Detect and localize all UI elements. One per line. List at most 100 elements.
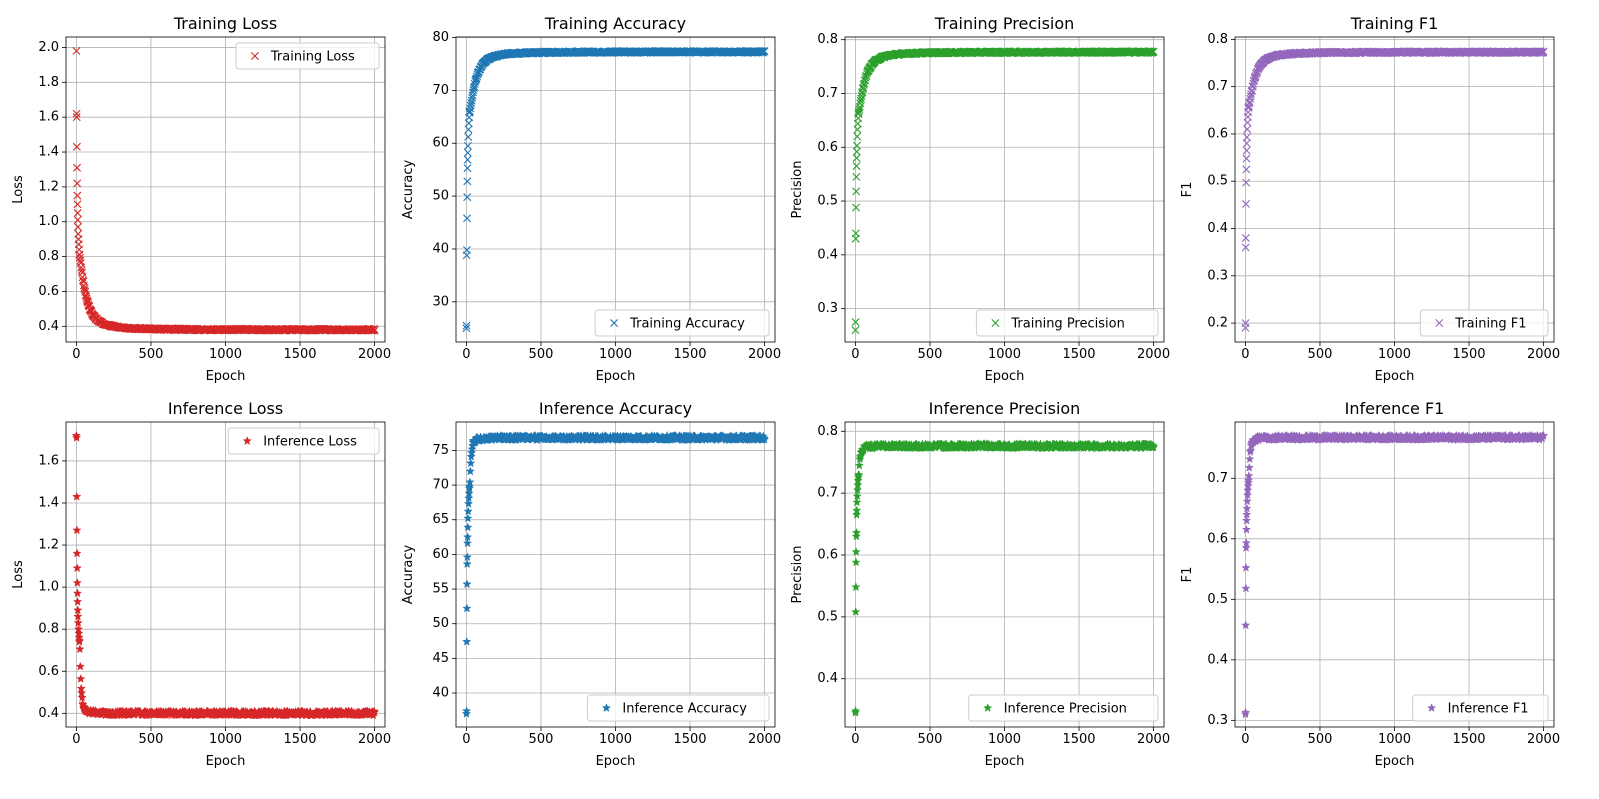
data-point [72,46,81,55]
data-point [73,209,82,218]
legend-marker [250,52,259,60]
y-tick-label: 40 [432,686,449,701]
y-tick-label: 1.8 [38,75,59,90]
data-point [463,506,473,516]
data-point [72,548,82,558]
data-point [476,65,485,74]
x-tick-label: 0 [851,347,859,362]
data-point [463,148,472,157]
y-axis-label: Loss [11,560,26,589]
data-point [462,321,471,330]
x-tick-label: 500 [918,732,943,747]
x-tick-label: 500 [529,347,554,362]
y-tick-label: 1.4 [38,145,59,160]
data-point [72,563,82,573]
data-point [462,538,473,548]
y-tick-label: 0.8 [1207,32,1228,47]
x-tick-label: 0 [72,732,80,747]
chart-inference-accuracy: 0 500 1000 1500 20004045505560657075Inferenc… [401,399,781,769]
y-tick-label: 1.6 [38,453,59,468]
x-tick-label: 500 [529,732,554,747]
legend: Training F1 [1419,309,1549,337]
data-point [462,559,472,569]
data-point [852,162,861,171]
data-point [852,154,861,163]
data-point [852,203,861,212]
data-point [1241,233,1250,242]
data-point [463,522,473,532]
y-tick-label: 55 [432,582,449,597]
data-point [463,177,472,186]
legend: Inference Loss [227,427,380,455]
y-tick-label: 0.5 [817,609,838,624]
data-point [72,588,83,598]
y-tick-label: 0.4 [38,706,59,721]
y-tick-label: 0.3 [1207,268,1228,283]
legend-label: Training Accuracy [629,317,745,332]
y-axis-label: Accuracy [401,545,416,605]
y-tick-label: 65 [432,512,449,527]
y-tick-label: 70 [432,478,449,493]
data-point [77,266,86,275]
x-tick-label: 1500 [283,347,316,362]
data-point [852,172,861,181]
x-tick-label: 2000 [358,732,391,747]
data-point [1242,133,1251,142]
data-point [72,142,81,151]
data-point [851,582,861,592]
data-point [75,644,85,654]
y-tick-label: 0.6 [817,140,838,155]
x-tick-label: 2000 [358,347,391,362]
y-tick-label: 60 [432,547,449,562]
x-axis-label: Epoch [1375,369,1415,384]
data-point [466,101,475,110]
x-tick-label: 0 [1241,347,1249,362]
data-point [852,141,861,150]
legend-label: Training F1 [1454,317,1526,332]
x-tick-label: 1000 [988,732,1021,747]
y-tick-label: 0.4 [817,671,838,686]
x-tick-label: 1500 [283,732,316,747]
y-tick-label: 2.0 [38,40,59,55]
data-point [463,513,473,523]
y-tick-label: 50 [432,616,449,631]
plot-frame [65,36,386,343]
x-tick-label: 1500 [673,732,706,747]
x-tick-label: 1500 [1452,347,1485,362]
y-tick-label: 1.0 [38,214,59,229]
data-point [853,132,862,141]
x-axis-label: Epoch [596,369,636,384]
x-tick-label: 500 [139,732,164,747]
y-tick-label: 70 [432,83,449,98]
y-axis-label: F1 [1180,182,1195,198]
y-tick-label: 0.8 [817,32,838,47]
x-tick-label: 500 [139,347,164,362]
data-point [75,661,85,671]
x-tick-label: 1000 [599,732,632,747]
y-tick-label: 0.7 [1207,79,1228,94]
chart-title: Inference Loss [168,399,283,418]
y-tick-label: 0.3 [817,301,838,316]
x-tick-label: 500 [918,347,943,362]
x-tick-label: 500 [1308,347,1333,362]
y-tick-label: 0.7 [817,486,838,501]
y-tick-label: 50 [432,189,449,204]
data-point [1242,146,1251,155]
data-point [463,141,472,150]
data-point [72,525,82,535]
chart-training-loss: 0 500 1000 1500 20000.40.60.81.01.21.41.61.8… [11,14,391,384]
x-axis-label: Epoch [206,754,246,769]
data-point [463,214,472,223]
chart-title: Training F1 [1350,14,1439,33]
x-tick-label: 1000 [988,347,1021,362]
x-tick-label: 2000 [748,732,781,747]
y-tick-label: 0.2 [1207,316,1228,331]
data-point [1242,139,1251,148]
data-point [1242,154,1251,163]
x-tick-label: 2000 [1137,347,1170,362]
y-axis-label: Accuracy [401,160,416,220]
x-tick-label: 2000 [748,347,781,362]
legend-label: Inference Loss [263,435,357,450]
